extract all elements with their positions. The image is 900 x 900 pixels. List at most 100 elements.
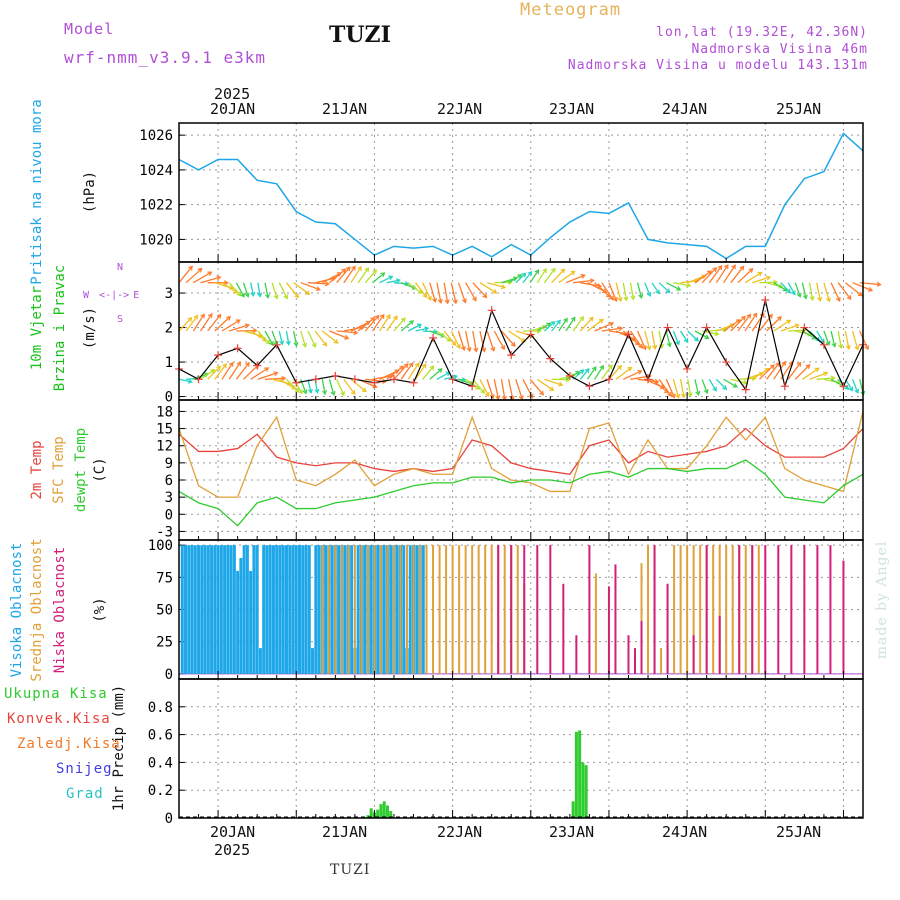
cloud-low-bar xyxy=(764,545,767,674)
cloud-high-bar xyxy=(252,545,256,674)
wind-arrow-head xyxy=(240,292,245,298)
wind-arrow xyxy=(651,282,660,294)
precip-bar xyxy=(574,731,578,818)
wind-gust-marker xyxy=(546,354,555,363)
wind-arrow-head xyxy=(598,318,604,324)
wind-arrow-head xyxy=(676,286,682,291)
wind-arrow-head xyxy=(579,315,585,321)
cloud-high-bar xyxy=(219,545,223,674)
wind-arrow-head xyxy=(781,360,786,366)
wind-arrow-head xyxy=(666,342,672,348)
wind-gust-marker xyxy=(722,358,731,367)
wind-arrow-head xyxy=(575,371,581,376)
wind-arrow xyxy=(493,330,505,350)
wind-gust-marker xyxy=(702,323,711,332)
wind-arrow-head xyxy=(381,378,387,384)
wind-gust-marker xyxy=(468,382,477,391)
wind-arrow-head xyxy=(400,317,406,323)
cloud-high-bar xyxy=(255,545,259,674)
wind-arrow-head xyxy=(370,317,376,322)
y-tick-label: 3 xyxy=(165,490,173,506)
wind-arrow-head xyxy=(831,342,837,348)
wind-arrow-head xyxy=(536,328,542,334)
date-top-1: 21JAN xyxy=(322,100,368,118)
wind-gust-marker xyxy=(272,340,281,349)
wind-arrow xyxy=(730,316,746,332)
wind-arrow-head xyxy=(791,290,796,296)
wind-arrow-head xyxy=(838,344,844,350)
cloud-high-bar xyxy=(281,545,285,674)
wind-arrow-head xyxy=(680,393,686,399)
wind-arrow-head xyxy=(580,273,586,279)
cloud-high-bar xyxy=(271,545,275,674)
y-tick-label: 75 xyxy=(156,570,173,586)
wind-arrow xyxy=(472,330,477,352)
wind-arrow xyxy=(286,378,300,393)
cloud-low-bar xyxy=(816,545,819,674)
wind-arrow xyxy=(486,282,506,289)
wind-arrow xyxy=(364,315,380,332)
wind-arrow-head xyxy=(322,341,328,347)
cloud-high-bar xyxy=(291,545,295,674)
cloud-mid-bar xyxy=(503,545,506,674)
wind-arrow-head xyxy=(264,293,270,299)
cloud-high-bar xyxy=(284,545,288,674)
wind-arrow-head xyxy=(302,389,308,395)
wind-arrow-head xyxy=(416,323,423,329)
cloud-mid-bar xyxy=(594,573,597,674)
wind-arrow xyxy=(844,330,850,350)
wind-arrow xyxy=(851,379,859,394)
wind-arrow-head xyxy=(294,293,299,299)
wind-arrow xyxy=(536,322,551,332)
wind-arrow xyxy=(536,378,554,391)
compass-north: N xyxy=(117,262,124,273)
wind-arrow xyxy=(730,378,748,384)
wind-arrow-head xyxy=(507,279,513,285)
cloud-mid-bar xyxy=(725,545,728,674)
wind-arrow xyxy=(450,282,457,304)
wind-arrow-head xyxy=(380,272,386,277)
wind-speed-line xyxy=(178,299,864,392)
wind-arrow xyxy=(200,369,215,380)
wind-arrow-head xyxy=(655,289,660,295)
wind-arrow xyxy=(694,330,709,339)
cloud-high-bar xyxy=(213,545,217,674)
wind-arrow xyxy=(758,364,775,380)
panel-frame xyxy=(178,678,864,819)
y-tick-label: 0.6 xyxy=(148,728,173,744)
wind-arrow xyxy=(766,316,782,332)
wind-arrow xyxy=(544,321,556,332)
wind-arrow-head xyxy=(542,267,547,273)
wind-arrow xyxy=(730,266,745,284)
wind-arrow-head xyxy=(472,296,477,302)
wind-arrow-head xyxy=(517,274,523,279)
cloud-mid-bar xyxy=(419,545,422,674)
wind-arrow xyxy=(322,272,342,284)
cloud-mid-bar xyxy=(718,545,721,674)
wind-arrow xyxy=(680,330,689,343)
wind-arrow xyxy=(185,315,199,332)
wind-gust-marker xyxy=(819,340,828,349)
wind-arrow-head xyxy=(452,374,459,380)
wind-arrow xyxy=(285,282,299,298)
wind-arrow-head xyxy=(617,297,623,303)
wind-arrow xyxy=(515,379,523,400)
wind-arrow xyxy=(243,330,263,337)
wind-arrow-head xyxy=(264,367,270,372)
cloud-high-bar xyxy=(421,545,425,674)
wind-arrow xyxy=(715,378,727,390)
wind-arrow xyxy=(723,378,738,388)
wind-arrow-head xyxy=(481,347,487,353)
cloud-high-bar xyxy=(187,545,191,674)
wind-arrow-head xyxy=(722,385,728,391)
cloud-mid-bar xyxy=(484,545,487,674)
pressure-line xyxy=(178,132,864,260)
cloud-mid-bar xyxy=(386,545,389,674)
legend-freezing-rain: Zaledj.Kisa xyxy=(17,736,121,752)
wind-arrow-head xyxy=(250,291,256,297)
wind-arrow xyxy=(465,282,477,301)
wind-arrow-head xyxy=(207,271,213,276)
wind-arrow xyxy=(615,367,632,380)
wind-arrow-head xyxy=(712,386,717,392)
wind-arrow-head xyxy=(484,392,490,398)
